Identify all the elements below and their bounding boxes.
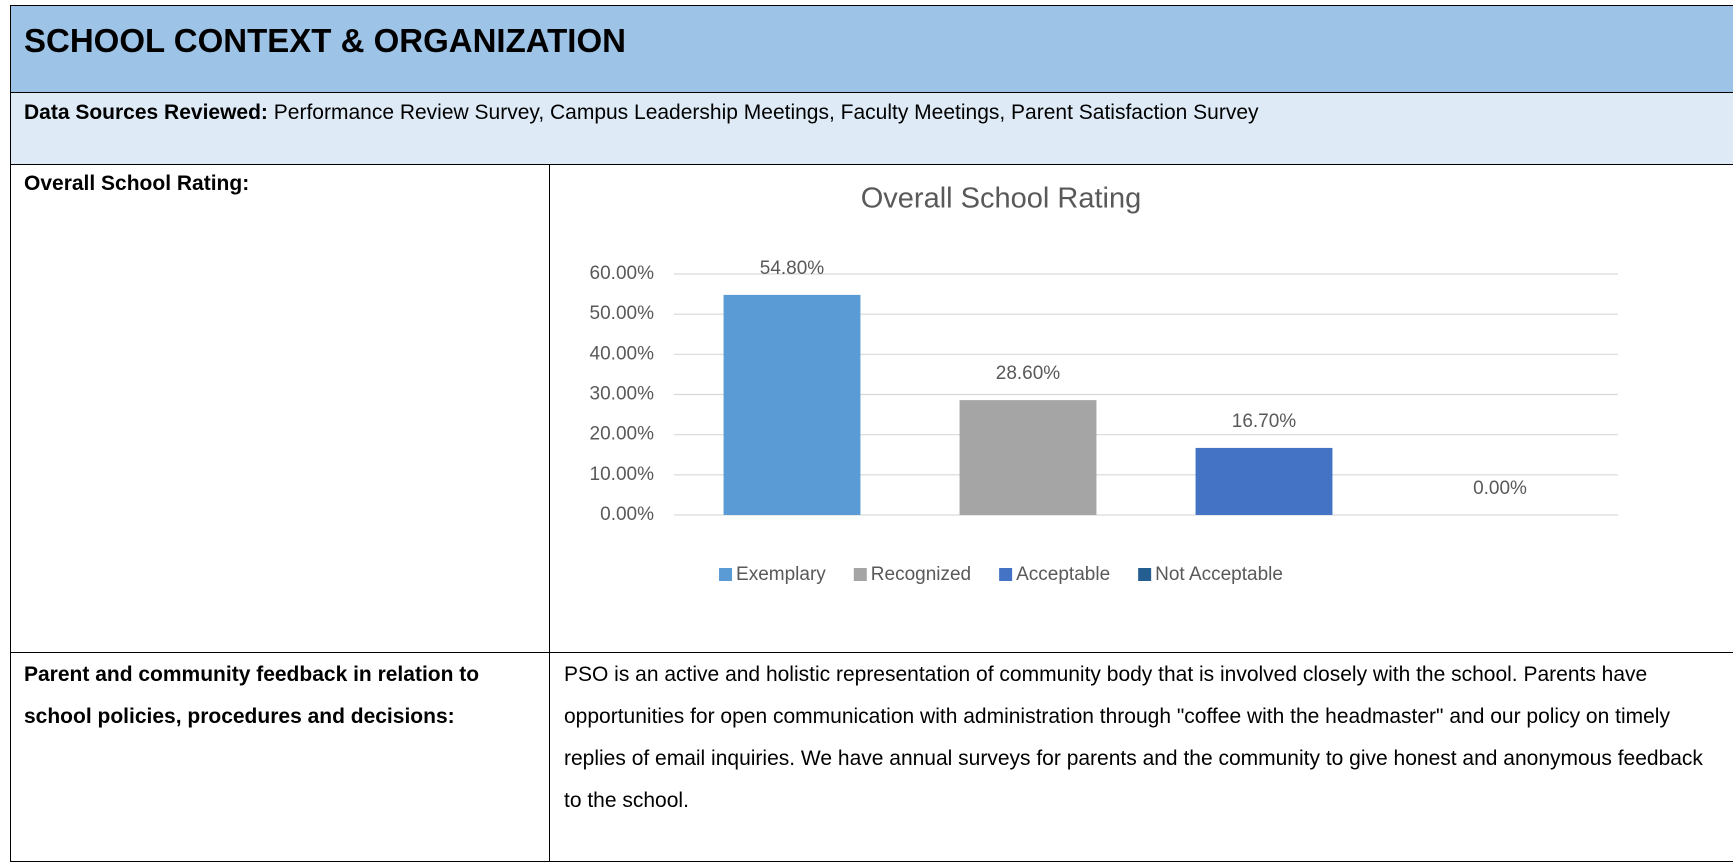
data-sources-row: Data Sources Reviewed: Performance Revie… [10, 92, 1733, 165]
row-text: PSO is an active and holistic representa… [564, 663, 1703, 812]
data-label: 54.80% [760, 258, 825, 279]
y-tick-label: 60.00% [590, 263, 655, 284]
y-tick-label: 10.00% [590, 464, 655, 485]
data-sources-label: Data Sources Reviewed: [24, 101, 268, 124]
y-tick-label: 20.00% [590, 424, 655, 445]
row-label: Overall School Rating: [24, 172, 250, 195]
chart: Overall School Rating 0.00% 10.00% 20.00% 3… [590, 183, 1618, 585]
legend-label: Recognized [871, 564, 971, 585]
header: SCHOOL CONTEXT & ORGANIZATION [10, 5, 1733, 93]
legend-label: Not Acceptable [1155, 564, 1283, 585]
y-tick-label: 40.00% [590, 343, 655, 364]
row-label: Parent and community feedback in relatio… [24, 663, 480, 728]
legend-swatch [1138, 568, 1152, 581]
legend-label: Acceptable [1016, 564, 1110, 585]
y-tick-label: 50.00% [590, 303, 655, 324]
legend-swatch [999, 568, 1013, 581]
header-title: SCHOOL CONTEXT & ORGANIZATION [24, 22, 626, 59]
y-tick-label: 30.00% [590, 384, 655, 405]
table-cell [10, 164, 550, 653]
data-label: 16.70% [1232, 411, 1297, 432]
bar [959, 400, 1097, 515]
legend-swatch [719, 568, 733, 581]
legend-swatch [853, 568, 867, 581]
y-tick-label: 0.00% [600, 504, 654, 525]
data-sources-text: Performance Review Survey, Campus Leader… [273, 101, 1259, 124]
data-sources: Data Sources Reviewed: Performance Revie… [24, 101, 1259, 125]
chart-title: Overall School Rating [861, 183, 1141, 215]
data-label: 28.60% [996, 363, 1061, 384]
bar [1195, 447, 1333, 515]
bar [723, 294, 861, 515]
legend-label: Exemplary [736, 564, 826, 585]
data-label: 0.00% [1473, 478, 1527, 499]
